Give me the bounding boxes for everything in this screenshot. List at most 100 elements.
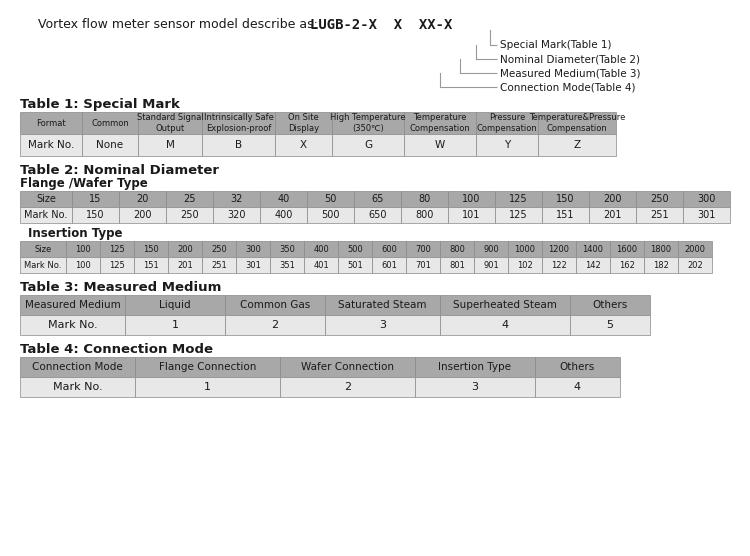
Text: Saturated Steam: Saturated Steam	[338, 300, 427, 310]
Text: 350: 350	[279, 245, 295, 254]
Bar	[325, 295, 440, 315]
Bar	[82, 112, 138, 134]
Text: 101: 101	[462, 210, 481, 220]
Bar	[448, 207, 495, 223]
Text: 500: 500	[347, 245, 363, 254]
Text: 150: 150	[556, 194, 574, 204]
Text: 1: 1	[204, 382, 211, 392]
Bar	[570, 315, 650, 335]
Bar	[20, 191, 72, 207]
Bar	[202, 257, 236, 273]
Text: 100: 100	[75, 261, 91, 270]
Bar	[168, 257, 202, 273]
Bar	[213, 191, 260, 207]
Text: LUGB-2-X  X  XX-X: LUGB-2-X X XX-X	[310, 18, 452, 32]
Text: Mark No.: Mark No.	[53, 382, 102, 392]
Bar	[440, 315, 570, 335]
Text: 200: 200	[603, 194, 622, 204]
Bar	[138, 134, 202, 156]
Bar	[236, 241, 270, 257]
Text: 2: 2	[344, 382, 351, 392]
Bar	[125, 295, 225, 315]
Bar	[542, 241, 576, 257]
Bar	[20, 112, 82, 134]
Text: 300: 300	[698, 194, 715, 204]
Text: G: G	[364, 140, 372, 150]
Text: 20: 20	[136, 194, 148, 204]
Text: 801: 801	[449, 261, 465, 270]
Text: 122: 122	[551, 261, 567, 270]
Bar	[535, 357, 620, 377]
Bar	[495, 207, 542, 223]
Text: 800: 800	[416, 210, 434, 220]
Text: 251: 251	[650, 210, 669, 220]
Bar	[683, 207, 730, 223]
Bar	[20, 257, 66, 273]
Bar	[20, 357, 135, 377]
Bar	[448, 191, 495, 207]
Bar	[610, 241, 644, 257]
Bar	[134, 241, 168, 257]
Text: 701: 701	[415, 261, 431, 270]
Text: 1600: 1600	[616, 245, 638, 254]
Bar	[138, 112, 202, 134]
Text: Table 3: Measured Medium: Table 3: Measured Medium	[20, 281, 221, 294]
Text: Special Mark(Table 1): Special Mark(Table 1)	[500, 40, 611, 50]
Text: Intrinsically Safe
Explosion-proof: Intrinsically Safe Explosion-proof	[203, 113, 274, 132]
Text: 100: 100	[75, 245, 91, 254]
Bar	[495, 191, 542, 207]
Text: 2: 2	[272, 320, 278, 330]
Bar	[401, 191, 448, 207]
Text: 80: 80	[419, 194, 430, 204]
Bar	[119, 207, 166, 223]
Bar	[236, 257, 270, 273]
Text: 1000: 1000	[514, 245, 535, 254]
Text: 900: 900	[483, 245, 499, 254]
Text: 142: 142	[585, 261, 601, 270]
Text: 251: 251	[211, 261, 226, 270]
Text: 301: 301	[698, 210, 715, 220]
Text: Nominal Diameter(Table 2): Nominal Diameter(Table 2)	[500, 54, 640, 64]
Bar	[401, 207, 448, 223]
Text: 250: 250	[650, 194, 669, 204]
Text: 32: 32	[230, 194, 243, 204]
Text: 202: 202	[687, 261, 703, 270]
Bar	[354, 207, 401, 223]
Text: 5: 5	[607, 320, 613, 330]
Bar	[576, 257, 610, 273]
Text: B: B	[235, 140, 242, 150]
Bar	[166, 191, 213, 207]
Bar	[636, 207, 683, 223]
Text: 151: 151	[143, 261, 159, 270]
Text: Common Gas: Common Gas	[240, 300, 310, 310]
Text: W: W	[435, 140, 445, 150]
Text: Table 1: Special Mark: Table 1: Special Mark	[20, 98, 180, 111]
Text: Pressure
Compensation: Pressure Compensation	[477, 113, 537, 132]
Bar	[542, 257, 576, 273]
Text: Measured Medium(Table 3): Measured Medium(Table 3)	[500, 68, 640, 78]
Text: Mark No.: Mark No.	[24, 210, 68, 220]
Text: 351: 351	[279, 261, 295, 270]
Bar	[538, 134, 616, 156]
Text: Liquid: Liquid	[159, 300, 190, 310]
Bar	[280, 357, 415, 377]
Text: Flange Connection: Flange Connection	[159, 362, 256, 372]
Bar	[20, 377, 135, 397]
Bar	[20, 295, 125, 315]
Text: Mark No.: Mark No.	[24, 261, 62, 270]
Text: 600: 600	[381, 245, 397, 254]
Text: 500: 500	[321, 210, 340, 220]
Bar	[134, 257, 168, 273]
Text: 162: 162	[619, 261, 635, 270]
Bar	[589, 207, 636, 223]
Bar	[20, 241, 66, 257]
Bar	[474, 257, 508, 273]
Text: 125: 125	[509, 210, 528, 220]
Text: Table 2: Nominal Diameter: Table 2: Nominal Diameter	[20, 164, 219, 177]
Bar	[636, 191, 683, 207]
Bar	[538, 112, 616, 134]
Bar	[610, 257, 644, 273]
Bar	[72, 207, 119, 223]
Bar	[168, 241, 202, 257]
Text: Others: Others	[592, 300, 628, 310]
